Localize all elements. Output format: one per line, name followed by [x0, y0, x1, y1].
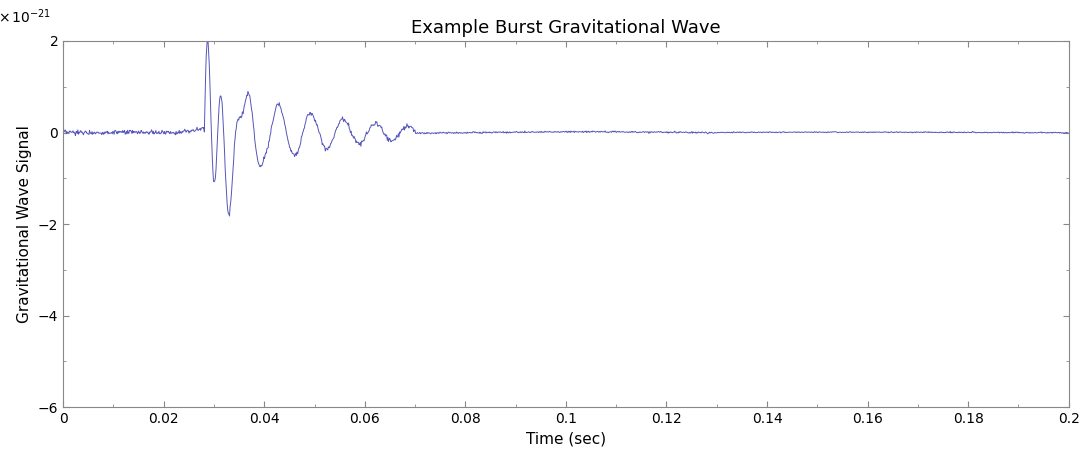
- Y-axis label: Gravitational Wave Signal: Gravitational Wave Signal: [17, 125, 33, 323]
- Title: Example Burst Gravitational Wave: Example Burst Gravitational Wave: [411, 19, 720, 36]
- X-axis label: Time (sec): Time (sec): [526, 432, 606, 447]
- Text: $\times\,10^{-21}$: $\times\,10^{-21}$: [0, 8, 51, 26]
